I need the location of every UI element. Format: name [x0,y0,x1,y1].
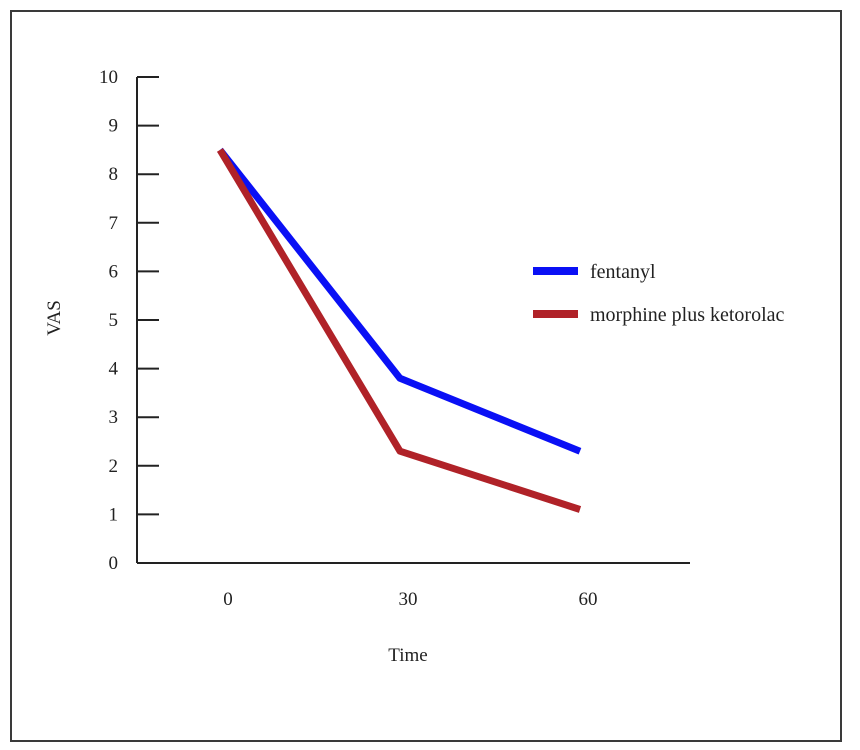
legend-label: fentanyl [590,261,656,283]
x-axis-ticks: 0 30 60 [223,589,597,610]
x-tick-label: 60 [579,589,598,610]
y-tick-label: 1 [109,504,119,525]
y-axis-ticks: 0 1 2 3 4 5 6 7 8 9 10 [99,67,159,574]
y-tick-label: 0 [109,553,119,574]
x-axis-label: Time [388,645,427,666]
x-tick-label: 0 [223,589,233,610]
y-axis-label: VAS [44,300,65,336]
y-tick-label: 4 [109,359,119,380]
series-line-fentanyl [217,147,582,455]
series-lines [216,147,582,513]
y-tick-label: 3 [109,407,119,428]
y-tick-label: 5 [109,310,119,331]
y-tick-label: 8 [109,164,119,185]
y-tick-label: 9 [109,116,119,137]
series-line-morphine-plus-ketorolac [216,148,582,513]
y-tick-label: 10 [99,67,118,88]
chart-frame [10,10,842,742]
y-tick-label: 6 [109,261,119,282]
x-tick-label: 30 [399,589,418,610]
legend-label: morphine plus ketorolac [590,304,785,326]
y-tick-label: 2 [109,456,119,477]
y-tick-label: 7 [109,213,119,234]
legend: fentanyl morphine plus ketorolac [533,261,785,326]
